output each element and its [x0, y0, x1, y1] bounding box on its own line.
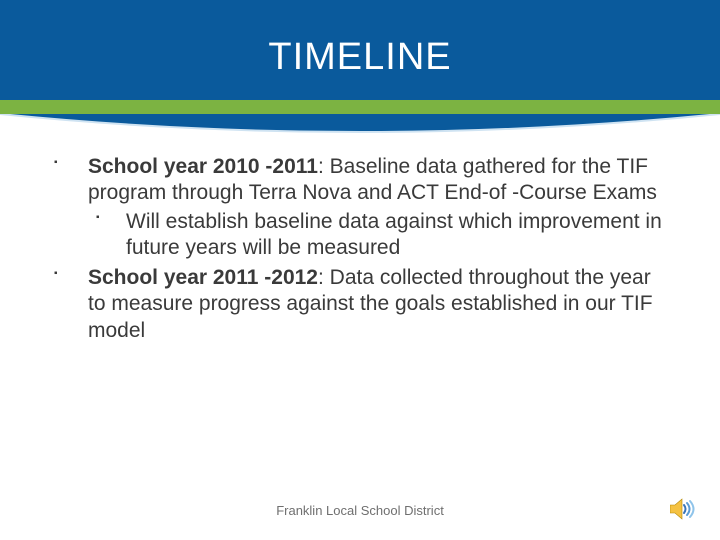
header-green-band: [0, 100, 720, 114]
sub-list-item: Will establish baseline data against whi…: [88, 209, 670, 262]
sound-icon: [670, 498, 696, 520]
sub-bullet-list: Will establish baseline data against whi…: [88, 209, 670, 262]
header-blue-band: TIMELINE: [0, 0, 720, 100]
list-item-bold: School year 2010 -2011: [88, 155, 318, 178]
list-item-bold: School year 2011 -2012: [88, 266, 318, 289]
list-item: School year 2011 -2012: Data collected t…: [50, 265, 670, 344]
header-curve: [0, 114, 720, 138]
bullet-list: School year 2010 -2011: Baseline data ga…: [50, 154, 670, 344]
footer-text: Franklin Local School District: [0, 503, 720, 518]
list-item: School year 2010 -2011: Baseline data ga…: [50, 154, 670, 261]
page-title: TIMELINE: [268, 36, 451, 79]
slide-header: TIMELINE: [0, 0, 720, 114]
slide-body: School year 2010 -2011: Baseline data ga…: [0, 114, 720, 344]
